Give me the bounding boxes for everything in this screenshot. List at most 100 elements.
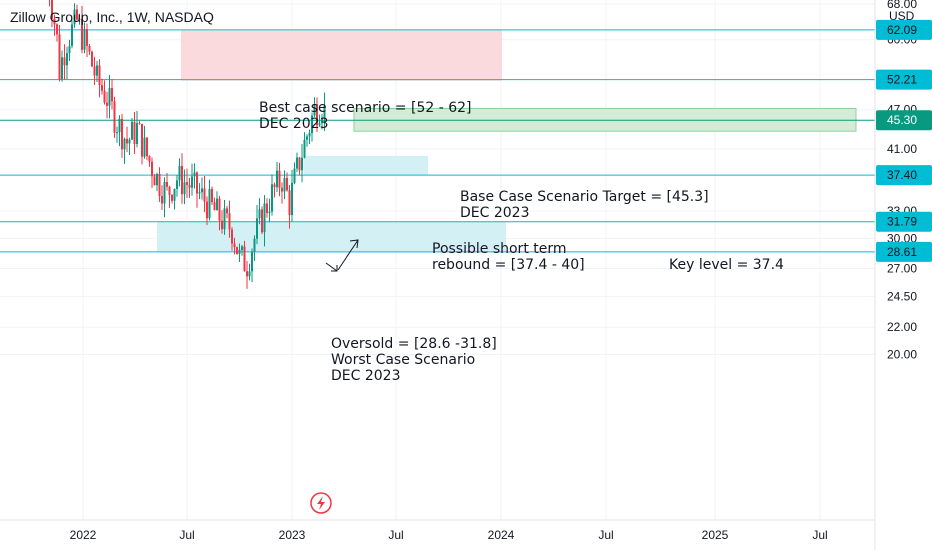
candle-body [146, 137, 148, 157]
candle-body [268, 211, 271, 214]
candle-body [128, 139, 131, 144]
candle-body [198, 192, 201, 194]
candle-body [238, 249, 241, 254]
y-tick-label: 24.50 [887, 289, 917, 303]
candle-body [171, 194, 173, 201]
candle-body [131, 121, 133, 140]
candle-body [261, 209, 263, 233]
event-bolt [317, 496, 325, 510]
best-case-date: DEC 2023 [259, 116, 329, 132]
candle-body [208, 188, 211, 219]
arrow-up [337, 239, 359, 271]
level-badge-text: 62.09 [887, 23, 917, 37]
candle-body [296, 157, 298, 169]
price-levels [0, 29, 875, 253]
zone-worst [157, 221, 506, 253]
level-badge-text: 28.61 [887, 245, 917, 259]
x-tick-label: 2022 [70, 528, 97, 542]
candle-body [168, 186, 171, 195]
candle-body [323, 105, 326, 119]
level-badge-45.30 [876, 110, 932, 131]
candle-body [161, 195, 163, 204]
candle-body [201, 188, 203, 193]
projection-arrows [325, 239, 359, 272]
candle-body [213, 202, 216, 211]
worst-case-annotation: Oversold = [28.6 -31.8] Worst Case Scena… [331, 336, 497, 384]
candle-body [178, 165, 181, 181]
chart-title: Zillow Group, Inc., 1W, NASDAQ [10, 9, 214, 25]
candle-body [273, 184, 276, 188]
candle-body [108, 87, 111, 106]
candle-body [216, 198, 218, 211]
candle-body [211, 188, 213, 203]
candle-body [56, 24, 58, 35]
candle-body [136, 123, 138, 145]
candle-body [263, 203, 266, 233]
y-tick-label: 22.00 [887, 320, 917, 334]
y-tick-label: 20.00 [887, 348, 917, 362]
candle-body [83, 29, 86, 50]
candle-body [111, 87, 113, 102]
candle-body [316, 104, 318, 126]
candle-body [118, 118, 121, 133]
arrow-down [325, 262, 338, 272]
key-level-annotation: Key level = 37.4 [669, 257, 784, 273]
candle-body [298, 157, 301, 171]
candle-body [206, 201, 208, 219]
candle-body [218, 198, 221, 221]
rebound-annotation: Possible short term rebound = [37.4 - 40… [432, 241, 585, 273]
candle-body [281, 187, 283, 192]
y-tick-label: 41.00 [887, 142, 917, 156]
candle-body [248, 271, 251, 277]
candle-body [291, 182, 293, 216]
currency-label: USD [889, 9, 915, 23]
price-candles [49, 0, 326, 289]
candle-body [226, 208, 228, 214]
level-badge-52.21 [876, 69, 932, 90]
candle-body [256, 218, 258, 239]
worst-case-text-2: Worst Case Scenario [331, 352, 476, 368]
candle-body [233, 243, 236, 248]
candle-body [141, 124, 143, 157]
candle-body [196, 172, 198, 194]
candle-body [186, 182, 188, 185]
arrow-up-head [349, 239, 359, 249]
base-case-text: Base Case Scenario Target = [45.3] [460, 189, 709, 205]
level-badge-28.61 [876, 241, 932, 262]
candle-body [176, 180, 178, 189]
x-tick-label: Jul [179, 528, 194, 542]
candle-body [96, 65, 98, 76]
candle-body [303, 139, 306, 158]
rebound-text-1: Possible short term [432, 241, 567, 257]
candle-body [258, 209, 261, 219]
candle-body [246, 271, 248, 277]
candle-body [228, 213, 231, 230]
y-tick-label: 30.00 [887, 231, 917, 245]
level-badge-31.79 [876, 211, 932, 232]
candle-body [78, 18, 81, 20]
candle-body [113, 101, 116, 133]
candle-body [301, 157, 303, 171]
candle-body [126, 138, 128, 144]
candle-body [68, 45, 71, 54]
candle-body [91, 51, 93, 67]
candle-body [251, 251, 253, 272]
candle-body [236, 247, 238, 254]
candle-body [173, 188, 176, 201]
candle-body [158, 174, 161, 196]
base-case-annotation: Base Case Scenario Target = [45.3] DEC 2… [460, 189, 709, 221]
level-badge-text: 31.79 [887, 215, 917, 229]
candle-body [306, 136, 308, 140]
candle-body [51, 0, 53, 19]
candle-body [53, 18, 56, 25]
candle-body [311, 115, 313, 134]
candle-body [153, 176, 156, 186]
candle-body [156, 174, 158, 186]
candle-body [283, 177, 286, 192]
candle-body [293, 168, 296, 183]
candle-body [121, 118, 123, 150]
candle-body [166, 182, 168, 187]
y-tick-label: 68.00 [887, 0, 917, 11]
earnings-event-icon[interactable] [310, 492, 332, 514]
